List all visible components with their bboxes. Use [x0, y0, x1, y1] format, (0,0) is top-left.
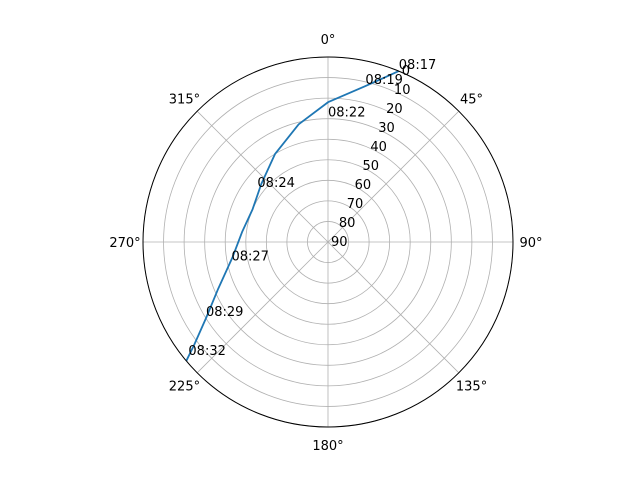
- theta-tick-label-135: 135°: [456, 380, 487, 395]
- angular-gridline-225: [196, 241, 329, 374]
- time-annotation-4: 08:27: [231, 250, 268, 265]
- angular-gridline-45: [327, 110, 460, 243]
- r-tick-label-60: 60: [355, 178, 372, 193]
- time-annotation-2: 08:22: [328, 106, 365, 121]
- series: [185, 70, 400, 362]
- time-annotation-3: 08:24: [257, 176, 294, 191]
- time-annotation-6: 08:32: [188, 344, 225, 359]
- r-tick-label-20: 20: [386, 102, 403, 117]
- r-tick-label-70: 70: [347, 197, 364, 212]
- r-tick-label-0: 0: [402, 64, 410, 79]
- time-annotation-0: 08:17: [399, 58, 436, 73]
- grid: [142, 56, 514, 428]
- angular-gridline-135: [327, 241, 460, 374]
- theta-tick-label-225: 225°: [169, 380, 200, 395]
- radial-tick-labels: 0 10 20 30 40 50 60 70 80 90: [331, 64, 410, 250]
- r-tick-label-50: 50: [362, 159, 379, 174]
- angular-gridline-315: [196, 110, 329, 243]
- r-tick-label-90: 90: [331, 235, 348, 250]
- theta-tick-label-90: 90°: [519, 236, 542, 251]
- time-annotation-5: 08:29: [206, 305, 243, 320]
- theta-tick-label-180: 180°: [312, 439, 343, 454]
- theta-tick-label-45: 45°: [460, 92, 483, 107]
- theta-tick-label-270: 270°: [109, 236, 140, 251]
- series-line-0: [185, 70, 400, 362]
- theta-tick-label-315: 315°: [169, 92, 200, 107]
- r-tick-label-80: 80: [339, 216, 356, 231]
- r-tick-label-30: 30: [378, 121, 395, 136]
- polar-frame: [142, 56, 514, 428]
- theta-tick-label-0: 0°: [321, 33, 336, 48]
- time-annotation-1: 08:19: [365, 73, 402, 88]
- angular-tick-labels: 0° 45° 90° 135° 180° 225° 270° 315°: [109, 33, 542, 454]
- r-tick-label-10: 10: [394, 83, 411, 98]
- r-tick-label-40: 40: [370, 140, 387, 155]
